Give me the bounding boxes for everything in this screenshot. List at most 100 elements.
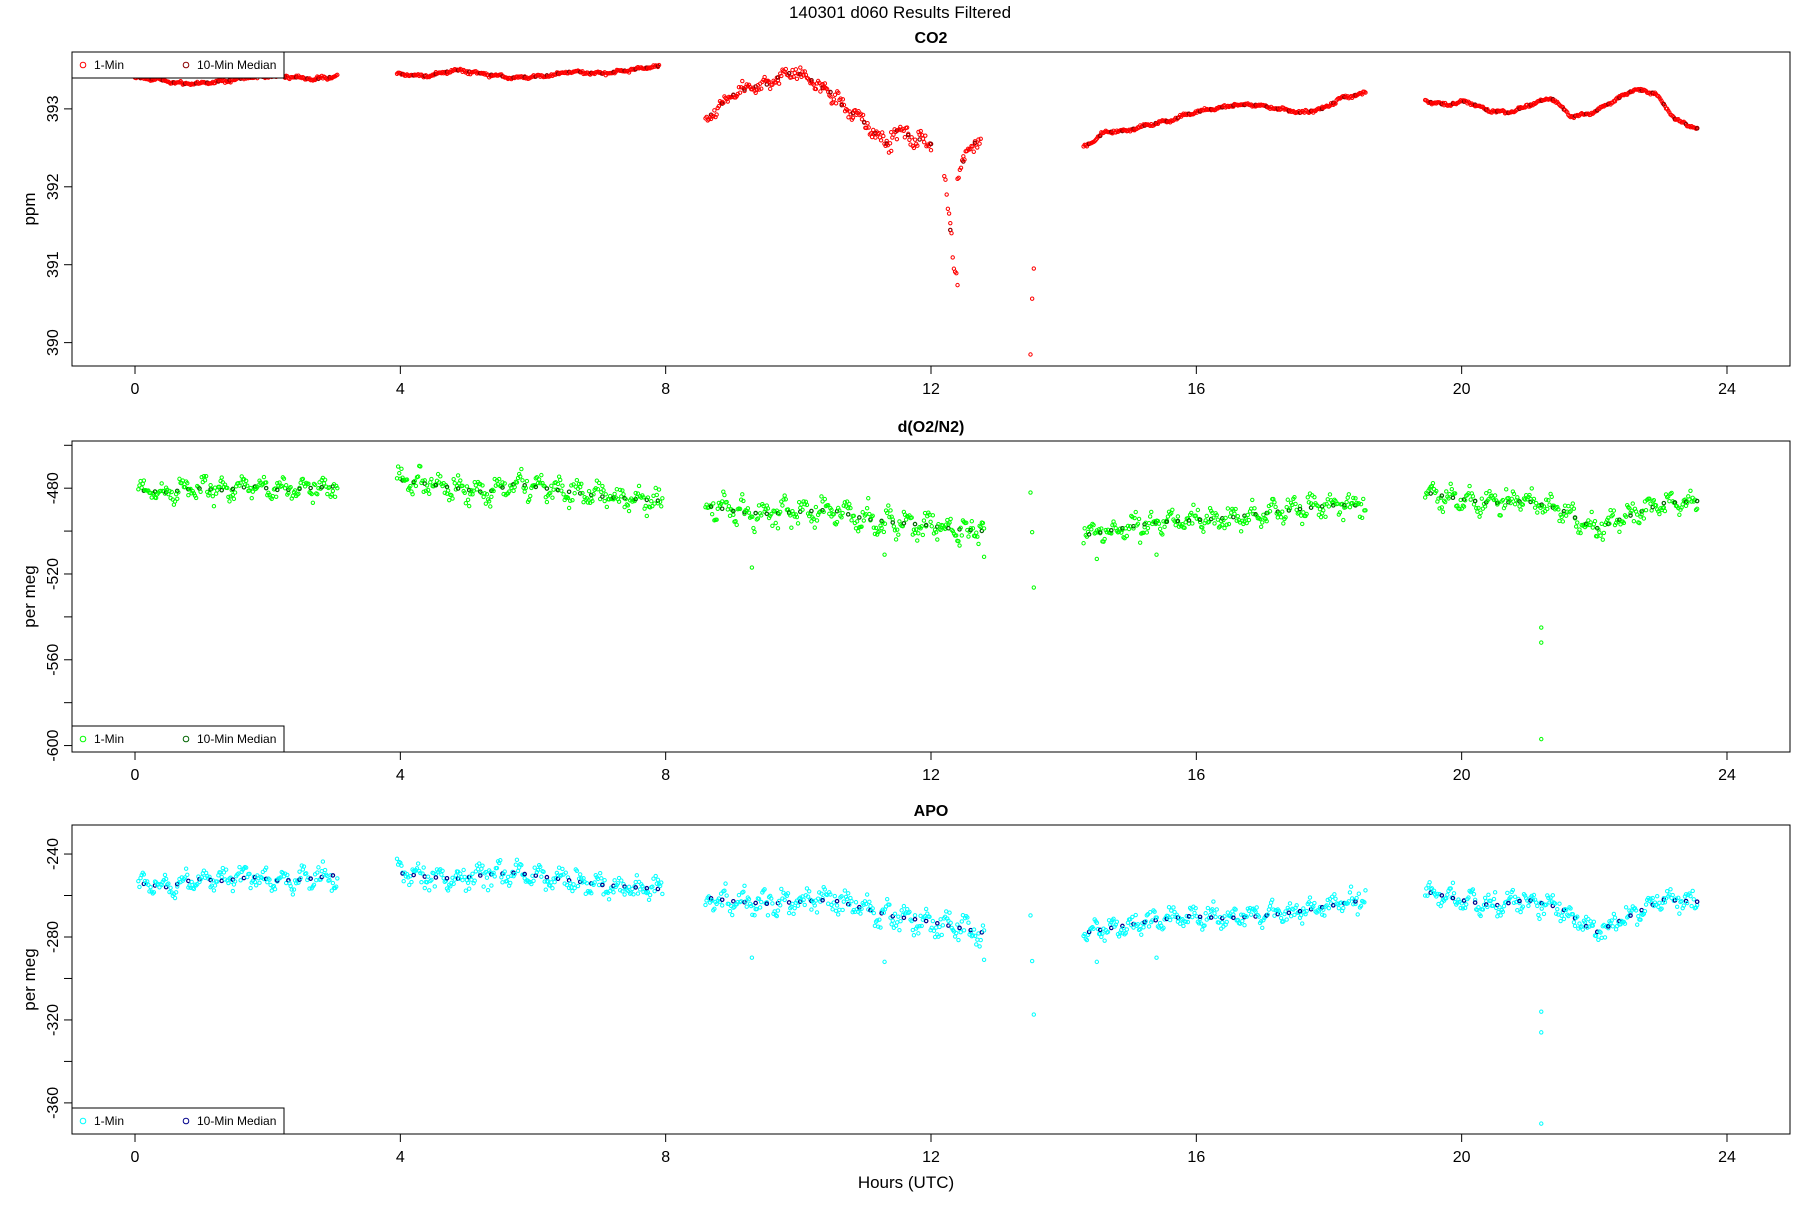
panel-1-point-1min — [866, 125, 871, 130]
panel-1-point-1min — [943, 177, 948, 182]
panel-2-point-1min — [765, 506, 771, 511]
panel-3-point-1min — [1205, 905, 1211, 911]
panel-3-point-1min — [512, 871, 517, 877]
panel-3-point-1min — [1425, 893, 1430, 898]
panel-3-points — [136, 856, 1700, 1126]
panel-1-legend-box — [71, 51, 285, 79]
panel-2-point-1min — [1541, 504, 1547, 509]
panel-3-point-1min — [1590, 923, 1595, 928]
panel-3-point-1min — [1681, 903, 1687, 908]
panel-2-point-1min — [981, 526, 987, 531]
panel-2-point-1min — [1346, 492, 1352, 497]
panel-3-point-1min — [1184, 913, 1189, 919]
panel-3-y-tick-label: -280 — [45, 921, 62, 953]
panel-2-point-1min — [421, 489, 426, 494]
panel-2-point-1min — [1211, 515, 1216, 520]
panel-2-point-1min — [175, 496, 180, 501]
panel-2-point-1min — [1029, 529, 1035, 535]
panel-2-point-1min — [1436, 496, 1441, 501]
panel-3-point-1min — [1307, 895, 1313, 900]
panel-3-point-1min — [261, 876, 267, 882]
panel-3-point-1min — [1541, 911, 1547, 917]
panel-3-point-1min — [285, 872, 290, 878]
panel-3-point-1min — [897, 927, 902, 933]
panel-2-point-median — [1694, 498, 1700, 504]
panel-2-point-1min — [1321, 508, 1326, 513]
panel-1-point-median — [905, 132, 911, 138]
panel-2-point-1min — [957, 543, 962, 548]
panel-2-point-1min — [146, 488, 151, 493]
panel-2-point-1min — [944, 522, 949, 527]
panel-3-title: APO — [914, 803, 949, 820]
panel-2-point-median — [600, 494, 605, 499]
panel-1-point-1min — [878, 138, 884, 143]
panel-2-point-1min — [734, 522, 739, 528]
panel-2-point-1min — [1452, 491, 1458, 496]
panel-3-point-1min — [786, 910, 792, 916]
panel-3-point-median — [1628, 913, 1633, 918]
panel-2-point-1min — [1457, 506, 1462, 512]
panel-2-point-1min — [1224, 522, 1229, 527]
panel-1-legend-marker-1min — [79, 61, 87, 69]
panel-3-point-1min — [1445, 892, 1450, 897]
panel-3-point-1min — [1648, 896, 1653, 901]
panel-2-point-1min — [794, 514, 800, 520]
panel-2-point-1min — [819, 494, 824, 499]
panel-1-point-1min — [841, 102, 847, 108]
panel-3-point-1min — [1312, 900, 1317, 906]
panel-3-point-outlier — [1094, 959, 1100, 965]
panel-3-point-1min — [476, 861, 482, 866]
panel-2-point-1min — [653, 485, 658, 491]
panel-2-point-1min — [958, 525, 963, 531]
panel-3-point-1min — [592, 880, 597, 885]
panel-2-point-median — [1086, 532, 1092, 537]
panel-3-point-1min — [730, 912, 735, 918]
panel-3-point-1min — [1238, 912, 1244, 917]
panel-2-point-1min — [1634, 512, 1640, 517]
panel-2-point-1min — [300, 476, 306, 482]
panel-1-point-1min — [798, 65, 803, 70]
panel-2-point-1min — [1623, 514, 1629, 519]
panel-2-point-1min — [1357, 514, 1363, 520]
panel-2-point-1min — [1478, 510, 1483, 516]
panel-2-point-1min — [1135, 521, 1141, 527]
panel-2-point-1min — [847, 501, 852, 507]
panel-2-point-median — [589, 492, 594, 498]
panel-2-point-1min — [1170, 507, 1175, 513]
panel-2-point-1min — [1504, 487, 1509, 492]
panel-3-point-1min — [574, 868, 580, 873]
panel-2-point-1min — [769, 511, 774, 517]
panel-3-point-1min — [407, 882, 412, 888]
panel-3-point-1min — [1654, 894, 1660, 899]
panel-2-point-median — [577, 491, 583, 496]
panel-3-point-1min — [1460, 906, 1466, 911]
panel-1-point-1min — [1659, 98, 1664, 104]
panel-3-point-1min — [822, 887, 828, 892]
panel-2-point-1min — [1283, 515, 1288, 520]
panel-2-point-1min — [1132, 515, 1137, 521]
panel-2-point-1min — [916, 531, 921, 536]
panel-3-point-1min — [626, 884, 632, 890]
panel-3-point-1min — [937, 924, 942, 930]
panel-2-point-1min — [574, 478, 580, 483]
panel-2-point-1min — [814, 518, 820, 523]
panel-3-point-1min — [575, 883, 581, 889]
panel-3-point-1min — [637, 887, 643, 892]
panel-2-point-1min — [1449, 486, 1455, 492]
panel-3-point-1min — [1536, 912, 1541, 918]
panel-2-point-1min — [1484, 490, 1489, 496]
panel-3-point-1min — [1244, 914, 1249, 919]
panel-3-point-1min — [146, 882, 151, 888]
panel-2-point-median — [230, 486, 236, 492]
panel-2-point-1min — [1502, 503, 1508, 508]
panel-3-point-1min — [480, 863, 485, 868]
panel-2-point-1min — [565, 495, 571, 501]
panel-2-point-1min — [1318, 514, 1324, 520]
panel-2-point-1min — [1611, 508, 1617, 513]
panel-2-point-1min — [1258, 524, 1264, 529]
panel-2-point-1min — [412, 478, 417, 484]
panel-1-point-1min — [335, 72, 340, 78]
panel-3-point-1min — [870, 906, 875, 911]
panel-3-point-1min — [483, 869, 489, 875]
panel-2-point-1min — [460, 483, 465, 489]
